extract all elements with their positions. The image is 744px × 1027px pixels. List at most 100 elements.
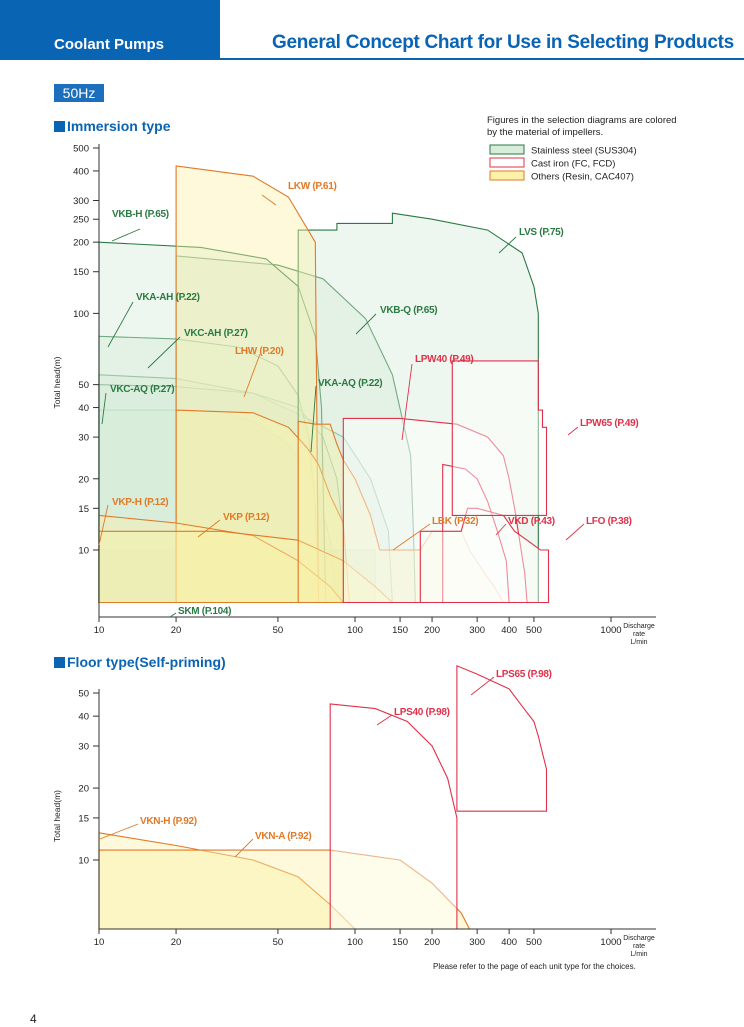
leader-line (234, 838, 254, 858)
legend-swatch-1 (489, 157, 525, 168)
leader-line (495, 523, 507, 536)
series-label-lpw65-p-49-: LPW65 (P.49) (580, 418, 638, 429)
leader-line (310, 385, 317, 453)
legend-swatch-2 (489, 170, 525, 181)
x-tick-label: 10 (94, 937, 105, 948)
section-square-icon (54, 657, 65, 668)
x-tick-label: 100 (347, 937, 363, 948)
y-tick-label: 15 (78, 813, 89, 824)
leader-line (498, 236, 517, 254)
y-tick-label: 30 (78, 742, 89, 753)
series-area-lps65-p-98- (456, 664, 548, 812)
y-tick-label: 20 (78, 474, 89, 485)
series-label-vka-aq-p-22-: VKA-AQ (P.22) (318, 378, 382, 389)
series-label-vkb-q-p-65-: VKB-Q (P.65) (380, 305, 437, 316)
series-label-vkp-h-p-12-: VKP-H (P.12) (112, 497, 168, 508)
leader-line (401, 363, 413, 441)
x-tick-label: 500 (526, 625, 542, 636)
y-tick-label: 400 (73, 166, 89, 177)
series-label-lfo-p-38-: LFO (P.38) (586, 516, 632, 527)
chart-1-series (98, 664, 548, 930)
x-tick-label: 400 (501, 625, 517, 636)
x-tick-label: 50 (273, 625, 284, 636)
x-tick-label: 100 (347, 625, 363, 636)
y-tick-label: 20 (78, 784, 89, 795)
x-axis-label: rate (633, 631, 645, 638)
series-label-lpw40-p-49-: LPW40 (P.49) (415, 354, 473, 365)
x-axis-label: Discharge (623, 935, 655, 942)
x-axis-label: L/min (630, 639, 647, 646)
y-tick-label: 40 (78, 403, 89, 414)
leader-line (197, 519, 221, 538)
leader-line (147, 336, 181, 369)
x-tick-label: 200 (424, 625, 440, 636)
legend-note: Figures in the selection diagrams are co… (487, 115, 677, 138)
leader-line (261, 194, 277, 206)
series-label-vkn-a-p-92-: VKN-A (P.92) (255, 831, 311, 842)
section-title-immersion: Immersion type (54, 118, 170, 134)
leader-line (107, 301, 134, 348)
leader-line (98, 504, 109, 546)
y-tick-label: 300 (73, 196, 89, 207)
series-area-vkp-p-12- (98, 530, 394, 604)
y-tick-label: 10 (78, 546, 89, 557)
y-tick-label: 500 (73, 144, 89, 155)
x-tick-label: 400 (501, 937, 517, 948)
series-area-lpw65-p-49- (451, 360, 548, 516)
section-title-floor: Floor type(Self-priming) (54, 654, 226, 670)
x-axis-label: Discharge (623, 623, 655, 630)
y-tick-label: 50 (78, 689, 89, 700)
leader-line (99, 823, 139, 840)
page-title: General Concept Chart for Use in Selecti… (272, 32, 734, 53)
x-tick-label: 200 (424, 937, 440, 948)
y-tick-label: 250 (73, 215, 89, 226)
y-axis-label: Total head(m) (52, 790, 62, 842)
x-tick-label: 10 (94, 625, 105, 636)
series-label-vkc-ah-p-27-: VKC-AH (P.27) (184, 328, 248, 339)
series-label-lps65-p-98-: LPS65 (P.98) (496, 669, 552, 680)
y-tick-label: 150 (73, 267, 89, 278)
leader-line (243, 353, 261, 398)
page-number: 4 (30, 1012, 37, 1026)
y-axis-label: Total head(m) (52, 356, 62, 408)
y-tick-label: 15 (78, 504, 89, 515)
x-axis-label: L/min (630, 951, 647, 958)
legend-label-2: Others (Resin, CAC407) (531, 172, 634, 183)
leader-line (355, 313, 377, 335)
series-label-vkc-aq-p-27-: VKC-AQ (P.27) (110, 384, 174, 395)
series-label-lhw-p-20-: LHW (P.20) (235, 346, 284, 357)
x-tick-label: 150 (392, 937, 408, 948)
section-title-floor-text: Floor type(Self-priming) (67, 654, 226, 670)
legend-label-0: Stainless steel (SUS304) (531, 146, 637, 157)
leader-line (567, 426, 579, 436)
x-tick-label: 20 (171, 937, 182, 948)
chart-1: 10 15 20 30 40 50 10 20 50 100 150 200 300 400 500 1000… (52, 664, 656, 958)
y-tick-label: 40 (78, 712, 89, 723)
section-title-immersion-text: Immersion type (67, 118, 171, 134)
leader-line (111, 228, 141, 242)
footnote: Please refer to the page of each unit ty… (433, 962, 636, 971)
x-tick-label: 50 (273, 937, 284, 948)
series-label-lkw-p-61-: LKW (P.61) (288, 181, 337, 192)
x-tick-label: 1000 (600, 625, 621, 636)
y-tick-label: 50 (78, 380, 89, 391)
leader-line (376, 714, 393, 726)
series-label-vkd-p-43-: VKD (P.43) (508, 516, 555, 527)
chart-0: 10 15 20 30 40 50 100 150 200 250 300 400 500 10 20 50 1… (52, 144, 656, 646)
leader-line (392, 523, 431, 551)
series-label-lbk-p-32-: LBK (P.32) (432, 516, 478, 527)
series-label-vkp-p-12-: VKP (P.12) (223, 512, 269, 523)
legend-label-1: Cast iron (FC, FCD) (531, 159, 615, 170)
series-label-skm-p-104-: SKM (P.104) (178, 606, 231, 617)
x-tick-label: 1000 (600, 937, 621, 948)
x-tick-label: 150 (392, 625, 408, 636)
series-label-vka-ah-p-22-: VKA-AH (P.22) (136, 292, 200, 303)
series-area-lfo-p-38- (419, 507, 550, 604)
header-section-label: Coolant Pumps (54, 36, 165, 53)
y-tick-label: 100 (73, 309, 89, 320)
x-axis-label: rate (633, 943, 645, 950)
series-label-vkn-h-p-92-: VKN-H (P.92) (140, 816, 197, 827)
x-tick-label: 20 (171, 625, 182, 636)
section-square-icon (54, 121, 65, 132)
